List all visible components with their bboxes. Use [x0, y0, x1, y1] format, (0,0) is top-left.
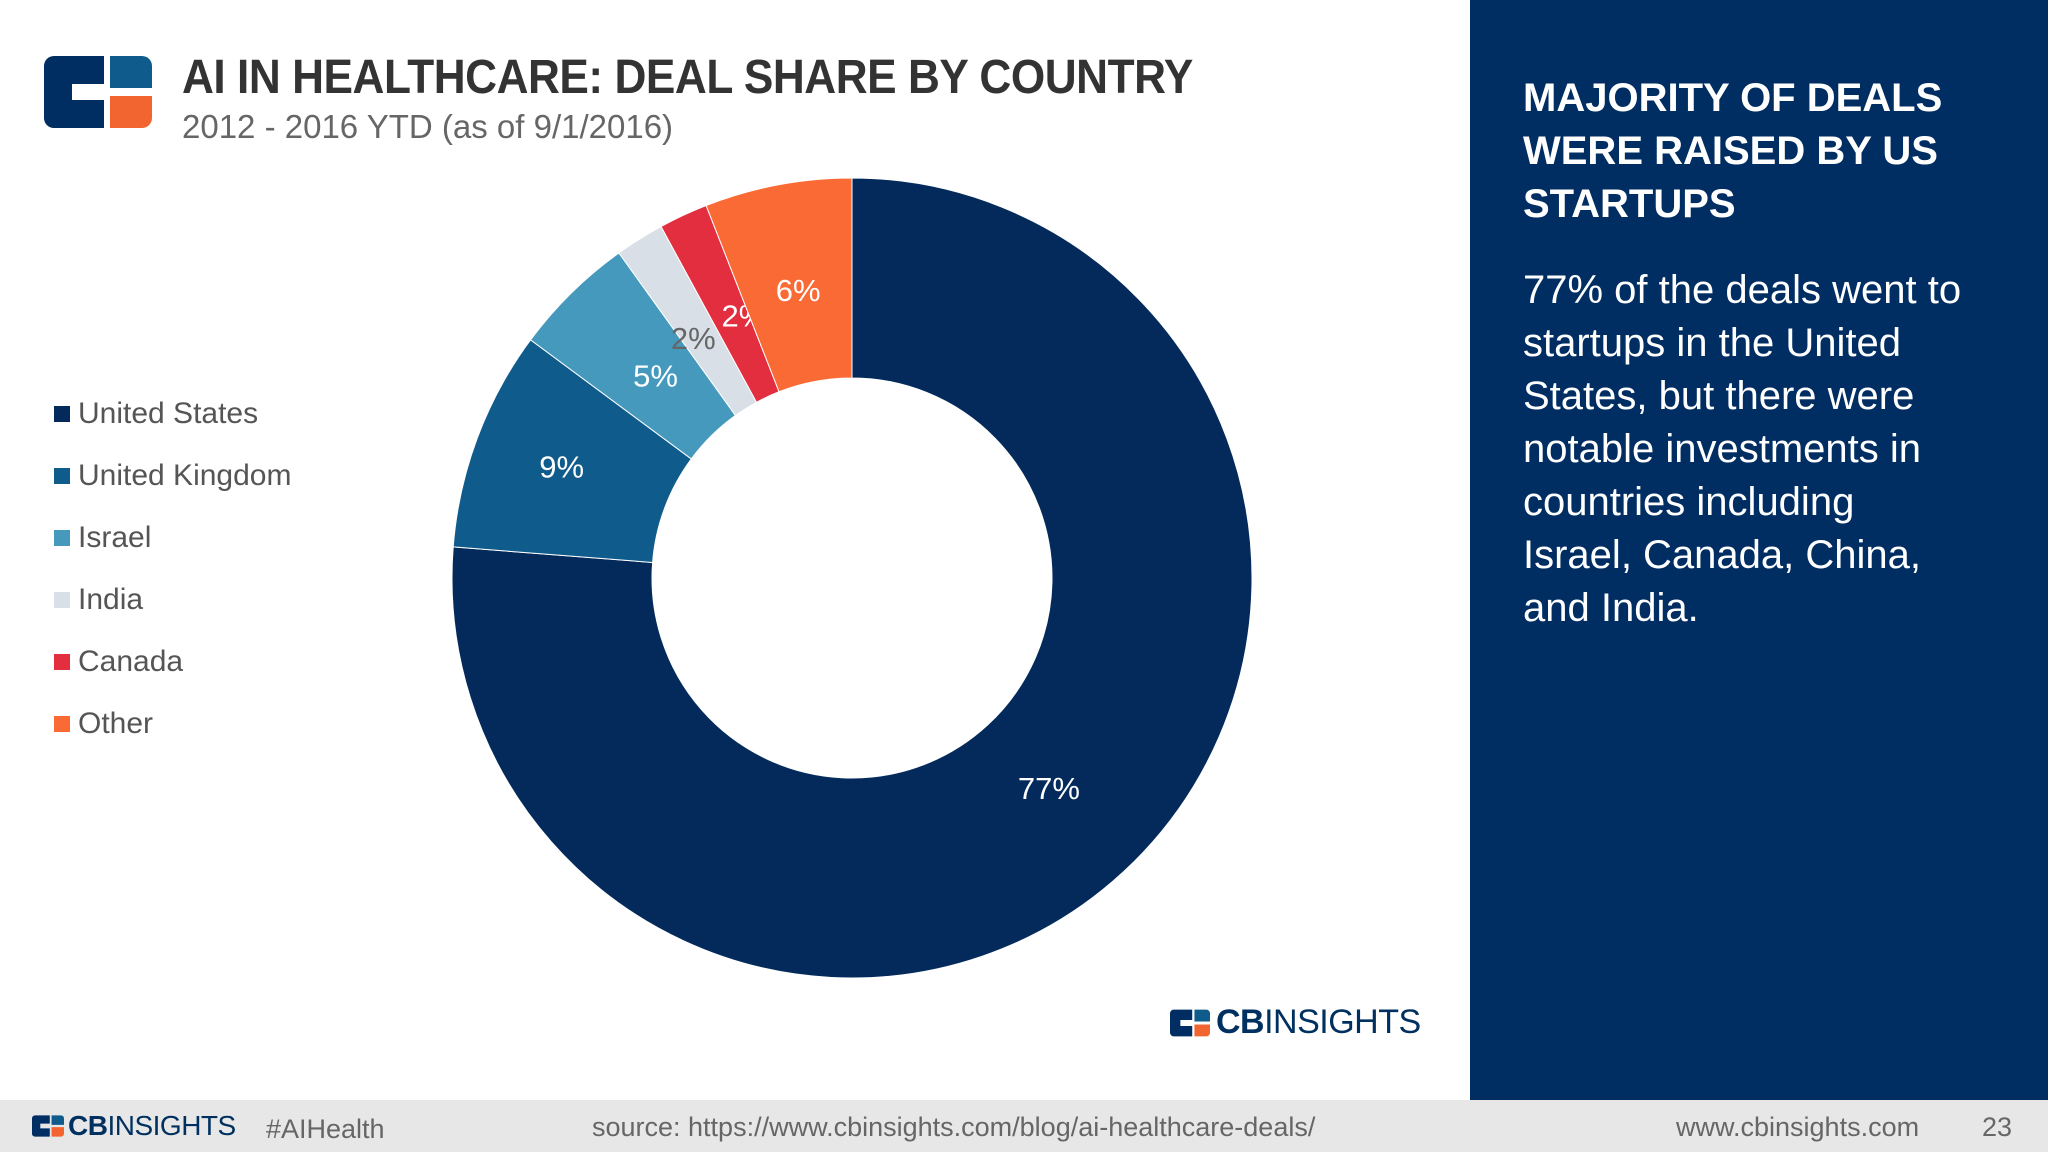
legend-label: Canada: [78, 645, 184, 678]
legend-label: United States: [78, 397, 259, 430]
data-label: 9%: [539, 450, 584, 485]
chart-subtitle: 2012 - 2016 YTD (as of 9/1/2016): [182, 108, 674, 145]
footer-logo[interactable]: CBINSIGHTS: [32, 1110, 236, 1142]
chart-title: AI IN HEALTHCARE: DEAL SHARE BY COUNTRY: [182, 51, 1193, 104]
data-label: 5%: [633, 359, 678, 394]
data-label: 6%: [776, 273, 821, 308]
donut-slice: [705, 177, 853, 393]
donut-slice: [451, 177, 1253, 979]
legend-label: India: [78, 583, 144, 616]
legend-item: United States: [54, 383, 291, 445]
footer-source-link[interactable]: source: https://www.cbinsights.com/blog/…: [592, 1112, 1316, 1142]
legend-label: Other: [78, 707, 154, 740]
legend-item: Other: [54, 693, 291, 755]
legend-label: Israel: [78, 521, 152, 554]
legend-swatch: [54, 592, 70, 608]
cb-insights-logo-icon: [1170, 1009, 1210, 1036]
legend-label: United Kingdom: [78, 459, 292, 492]
legend-swatch: [54, 530, 70, 546]
cb-insights-watermark: CBINSIGHTS: [1170, 1003, 1421, 1042]
data-label: 77%: [1018, 771, 1080, 806]
legend-item: India: [54, 569, 291, 631]
cb-insights-logo-icon: [32, 1115, 64, 1137]
legend-swatch: [54, 654, 70, 670]
page-number: 23: [1982, 1112, 2013, 1142]
legend-swatch: [54, 468, 70, 484]
footer-bar: CBINSIGHTS #AIHealth source: https://www…: [0, 1100, 2048, 1152]
legend-item: Israel: [54, 507, 291, 569]
insight-heading: MAJORITY OF DEALS WERE RAISED BY US STAR…: [1523, 76, 1943, 226]
legend-item: United Kingdom: [54, 445, 291, 507]
legend-swatch: [54, 716, 70, 732]
insight-body: 77% of the deals went to startups in the…: [1523, 268, 1962, 630]
footer-website-link[interactable]: www.cbinsights.com: [1676, 1112, 1920, 1142]
data-label: 2%: [671, 321, 716, 356]
chart-legend: United States United Kingdom Israel India Ca…: [54, 383, 291, 755]
cb-insights-logo-icon: [44, 56, 152, 128]
legend-swatch: [54, 406, 70, 422]
donut-chart: 77%9%5%2%2%6%: [451, 177, 1253, 979]
footer-hashtag[interactable]: #AIHealth: [266, 1114, 385, 1144]
insight-panel: MAJORITY OF DEALS WERE RAISED BY US STAR…: [1470, 0, 2048, 1100]
legend-item: Canada: [54, 631, 291, 693]
cb-insights-wordmark: CBINSIGHTS: [1216, 1003, 1421, 1041]
cb-insights-wordmark: CBINSIGHTS: [68, 1110, 236, 1141]
